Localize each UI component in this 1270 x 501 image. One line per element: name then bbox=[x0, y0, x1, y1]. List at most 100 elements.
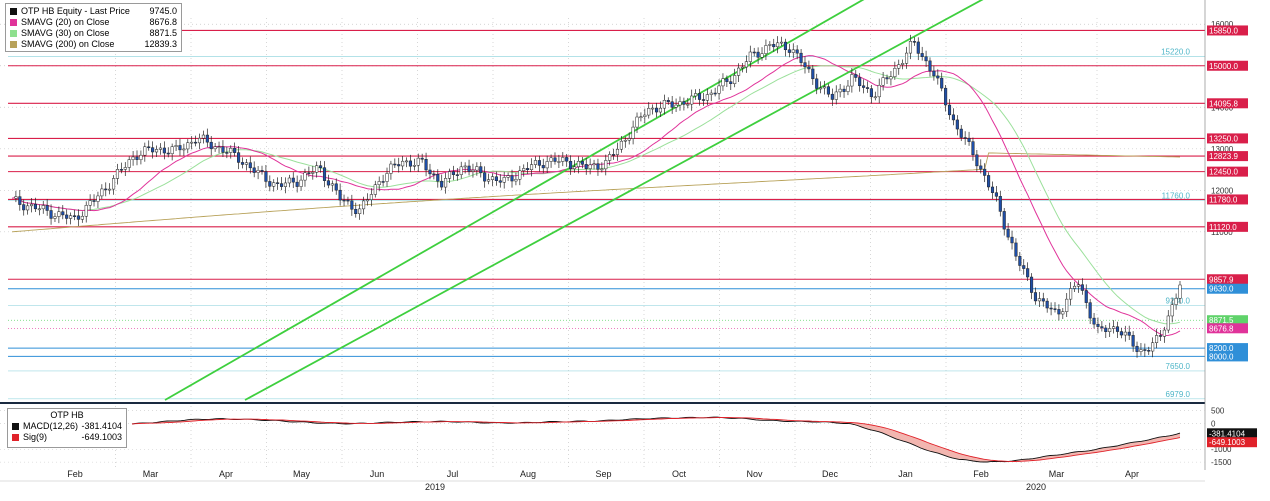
axis-layer: Feb Mar Apr May Jun Jul Aug Sep Oct Nov Dec Jan Feb M… bbox=[0, 0, 1234, 492]
candle-body bbox=[1112, 326, 1116, 329]
candle-body bbox=[365, 199, 370, 202]
moving-averages-layer bbox=[11, 55, 1181, 337]
candle-body bbox=[694, 93, 698, 97]
macd-tick-label: 500 bbox=[1211, 407, 1225, 416]
candle-body bbox=[237, 152, 241, 163]
candle-body bbox=[783, 41, 788, 51]
candle-body bbox=[29, 203, 34, 207]
candle-body bbox=[358, 208, 362, 214]
legend-label: SMAVG (30) on Close bbox=[21, 28, 110, 38]
candle-body bbox=[338, 189, 342, 201]
candle-body bbox=[151, 147, 155, 153]
candle-body bbox=[119, 169, 123, 171]
candle-body bbox=[53, 216, 57, 219]
candle-body bbox=[682, 101, 686, 105]
candle-body bbox=[1131, 335, 1135, 347]
candle-body bbox=[1139, 349, 1143, 352]
candle-body bbox=[639, 116, 643, 118]
candle-body bbox=[326, 180, 330, 186]
candle-body bbox=[104, 188, 108, 191]
candle-body bbox=[213, 146, 217, 150]
candle-body bbox=[330, 183, 334, 186]
candle-body bbox=[760, 53, 764, 58]
candle-body bbox=[209, 141, 213, 150]
price-badge bbox=[1207, 25, 1248, 36]
candle-body bbox=[858, 77, 862, 87]
candle-body bbox=[967, 137, 971, 142]
candle-body bbox=[780, 41, 784, 44]
candle-body bbox=[748, 51, 752, 62]
candle-body bbox=[553, 157, 557, 162]
price-badge bbox=[1207, 315, 1248, 326]
candle-body bbox=[1166, 315, 1170, 331]
legend-row: MACD(12,26) -381.4104 bbox=[12, 421, 122, 432]
candle-body bbox=[885, 77, 889, 80]
candle-body bbox=[170, 146, 174, 155]
candle-body bbox=[846, 85, 850, 92]
candle-body bbox=[627, 138, 631, 141]
price-badge bbox=[1207, 60, 1248, 71]
candle-icon bbox=[10, 8, 17, 15]
candle-body bbox=[139, 154, 143, 160]
candle-body bbox=[662, 100, 666, 109]
candle-body bbox=[479, 166, 483, 174]
x-year-label: 2019 bbox=[425, 482, 445, 492]
candle-body bbox=[795, 49, 799, 54]
x-tick-label: Jan bbox=[898, 469, 913, 479]
candle-body bbox=[272, 182, 276, 187]
candle-body bbox=[69, 215, 73, 219]
candle-body bbox=[334, 183, 338, 191]
candle-body bbox=[897, 64, 901, 69]
square-icon bbox=[10, 19, 17, 26]
x-tick-label: Jul bbox=[447, 469, 459, 479]
macd-legend: OTP HB MACD(12,26) -381.4104 Sig(9) -649… bbox=[7, 408, 127, 448]
candle-body bbox=[397, 164, 401, 167]
candle-body bbox=[776, 42, 780, 48]
candle-body bbox=[221, 146, 225, 153]
candle-body bbox=[709, 92, 713, 95]
reference-label: 15220.0 bbox=[1161, 48, 1190, 57]
price-badge-label: 9630.0 bbox=[1209, 285, 1234, 294]
candle-body bbox=[873, 96, 877, 99]
candle-body bbox=[108, 188, 112, 191]
candle-body bbox=[393, 163, 397, 166]
candle-body bbox=[322, 167, 327, 181]
candle-body bbox=[987, 175, 991, 188]
sma30-line bbox=[11, 65, 1181, 325]
candle-body bbox=[1104, 327, 1108, 332]
price-badge bbox=[1207, 221, 1248, 232]
candle-body bbox=[88, 200, 92, 206]
x-tick-label: Nov bbox=[746, 469, 763, 479]
candle-body bbox=[225, 152, 229, 154]
legend-label: SMAVG (200) on Close bbox=[21, 39, 115, 49]
candle-body bbox=[268, 181, 272, 187]
candle-body bbox=[76, 215, 80, 220]
candle-body bbox=[569, 160, 573, 170]
candle-body bbox=[787, 49, 791, 53]
sma200-line bbox=[11, 152, 1181, 233]
x-tick-label: Apr bbox=[219, 469, 233, 479]
candle-body bbox=[1127, 331, 1131, 336]
candle-body bbox=[381, 181, 385, 183]
candle-body bbox=[705, 94, 709, 101]
candle-body bbox=[604, 160, 608, 170]
x-tick-label: Aug bbox=[520, 469, 536, 479]
legend-row: OTP HB Equity - Last Price 9745.0 bbox=[10, 6, 177, 17]
legend-label: Sig(9) bbox=[23, 432, 48, 442]
levels-layer: 15220.0 11760.0 9230.0 7650.0 6979.0 bbox=[8, 29, 1205, 400]
candle-body bbox=[471, 169, 475, 172]
candle-body bbox=[1002, 211, 1006, 230]
candle-body bbox=[244, 162, 248, 165]
candle-body bbox=[217, 146, 221, 148]
macd-badge bbox=[1207, 428, 1257, 439]
candle-body bbox=[612, 154, 616, 156]
candle-body bbox=[701, 99, 705, 101]
candle-body bbox=[1088, 302, 1092, 319]
candle-body bbox=[444, 178, 448, 188]
candle-body bbox=[459, 166, 463, 175]
candle-body bbox=[717, 85, 721, 94]
candle-body bbox=[1018, 255, 1022, 266]
candle-body bbox=[979, 165, 983, 170]
candle-body bbox=[1041, 298, 1045, 302]
legend-row: SMAVG (200) on Close 12839.3 bbox=[10, 39, 177, 50]
